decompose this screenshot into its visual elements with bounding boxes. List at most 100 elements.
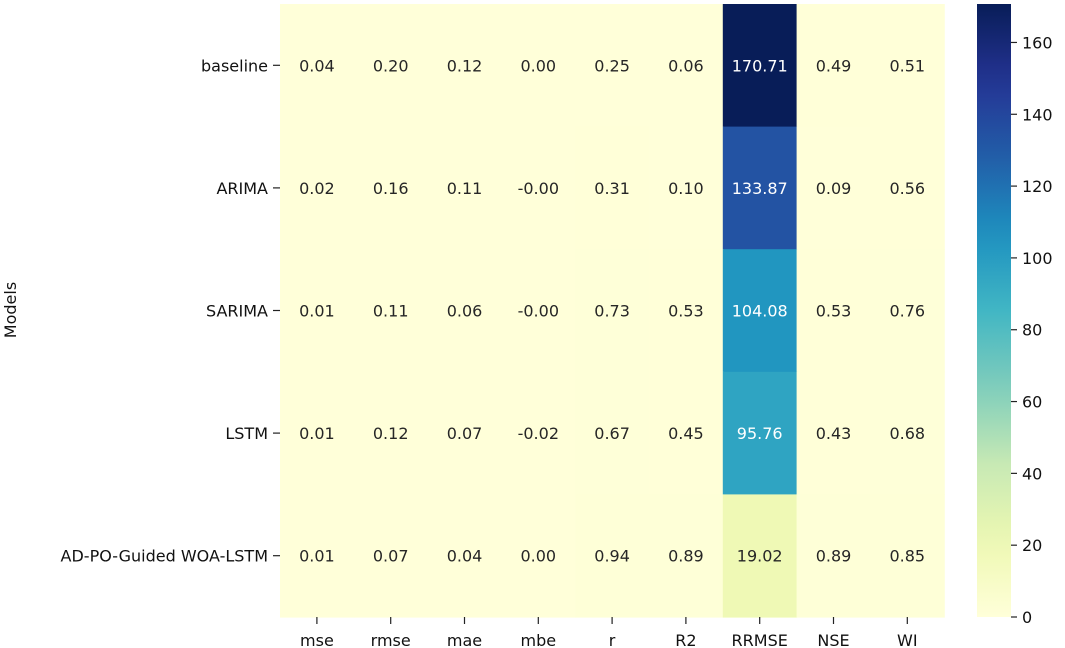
heatmap-cell [427,371,502,495]
colorbar-tick-label: 100 [1022,249,1053,268]
heatmap-cell [353,4,429,128]
cell-annotation: 0.67 [594,424,630,443]
heatmap-cell [280,4,355,128]
cell-annotation: 0.53 [668,302,704,321]
heatmap-cell [575,126,650,250]
heatmap-cell [649,494,724,618]
heatmap-cell [870,371,945,495]
heatmap-cell [796,249,871,373]
colorbar-tick-label: 0 [1022,608,1032,627]
x-tick-label: WI [897,631,918,648]
x-tick-label: RRMSE [732,631,788,648]
cell-annotation: 0.02 [299,179,335,198]
x-axis: mse rmse mae mbe r R2 RRMSE NSE WI [300,617,918,648]
heatmap-cell [280,494,355,618]
x-tick-label: rmse [371,631,411,648]
cell-annotation: 0.76 [889,302,925,321]
cell-annotation: 0.31 [594,179,630,198]
heatmap-cell [280,249,355,373]
heatmap-cell [501,4,576,128]
heatmap-cell [280,126,355,250]
colorbar-gradient [977,4,1011,617]
cell-annotation: 0.09 [816,179,852,198]
heatmap-cell [870,249,945,373]
cell-annotation: 0.53 [816,302,852,321]
heatmap-cell [575,371,650,495]
x-tick-label: R2 [675,631,696,648]
heatmap-cell [796,494,871,618]
heatmap-cell [575,4,650,128]
heatmap-cell [722,249,798,373]
heatmap-cell [353,126,429,250]
cell-annotation: 0.06 [447,302,483,321]
cell-annotation: 0.16 [373,179,409,198]
x-tick-label: r [609,631,616,648]
colorbar-tick-label: 80 [1022,321,1042,340]
colorbar-tick-label: 20 [1022,536,1042,555]
colorbar: 0 20 40 60 80 100 120 140 160 [977,4,1053,627]
heatmap-cell [280,371,355,495]
cell-annotation: 0.12 [447,56,483,75]
heatmap-cell [870,126,945,250]
cell-annotation: 0.56 [889,179,925,198]
cell-annotation: 0.45 [668,424,704,443]
x-tick-label: mbe [521,631,557,648]
cell-annotation: 0.89 [668,547,704,566]
heatmap-cell [353,249,429,373]
cell-annotation: 0.85 [889,547,925,566]
heatmap-cell [427,249,502,373]
heatmap-cell [575,494,650,618]
cell-annotation: 0.11 [373,302,409,321]
heatmap-cell [353,371,429,495]
heatmap-cell [427,126,502,250]
cell-annotation: 0.68 [889,424,925,443]
cell-annotation: 19.02 [737,547,783,566]
cell-annotation: 0.00 [520,56,556,75]
cell-annotation: -0.02 [518,424,559,443]
cell-annotation: 0.89 [816,547,852,566]
cell-annotation: 0.10 [668,179,704,198]
heatmap-cell [649,126,724,250]
cell-annotation: 0.06 [668,56,704,75]
y-tick-label: ARIMA [216,179,268,198]
cell-annotation: 0.04 [299,56,335,75]
x-tick-label: NSE [817,631,849,648]
y-axis-label: Models [1,282,20,338]
colorbar-tick-label: 160 [1022,33,1053,52]
cell-annotation: 0.07 [373,547,409,566]
cell-annotation: -0.00 [518,302,559,321]
cell-annotation: 0.04 [447,547,483,566]
heatmap-cell [353,494,429,618]
heatmap-cell [649,4,724,128]
cell-annotation: -0.00 [518,179,559,198]
heatmap-cell [649,249,724,373]
heatmap-cell [575,249,650,373]
y-tick-label: baseline [201,56,268,75]
cell-annotation: 0.51 [889,56,925,75]
x-tick-label: mae [447,631,482,648]
heatmap-cell [501,126,576,250]
heatmap-cell [796,4,871,128]
cell-annotation: 104.08 [732,302,788,321]
cell-annotation: 0.11 [447,179,483,198]
cell-annotation: 95.76 [737,424,783,443]
heatmap-cell [722,126,798,250]
heatmap-cell [796,371,871,495]
cell-annotation: 0.01 [299,547,335,566]
heatmap-cell [722,371,798,495]
heatmap-cell [427,4,502,128]
heatmap-cell [649,371,724,495]
cell-annotation: 0.49 [816,56,852,75]
cell-annotation: 0.00 [520,547,556,566]
heatmap-cell [427,494,502,618]
cell-annotation: 0.01 [299,302,335,321]
cell-annotation: 0.25 [594,56,630,75]
cell-annotation: 0.01 [299,424,335,443]
cell-annotation: 0.12 [373,424,409,443]
colorbar-tick-label: 120 [1022,177,1053,196]
colorbar-tick-label: 140 [1022,105,1053,124]
heatmap-cell [870,494,945,618]
y-tick-label: LSTM [225,424,268,443]
cell-annotation: 0.43 [816,424,852,443]
